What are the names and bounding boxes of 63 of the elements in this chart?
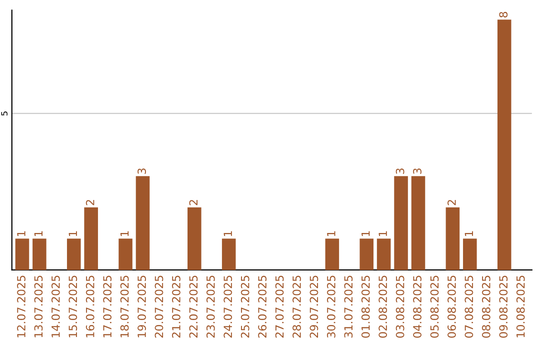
bar — [15, 238, 30, 270]
x-tick-label: 09.08.2025 — [499, 276, 508, 338]
data-label: 1 — [17, 231, 26, 236]
bar — [376, 238, 391, 270]
x-tick-label: 21.07.2025 — [172, 276, 180, 338]
bar — [32, 238, 46, 270]
bar — [136, 176, 150, 270]
x-tick-label: 13.07.2025 — [34, 276, 43, 338]
x-tick-label: 17.07.2025 — [103, 276, 112, 338]
bar — [463, 238, 477, 270]
x-tick-label: 15.07.2025 — [68, 276, 78, 338]
x-tick-label: 28.07.2025 — [292, 276, 301, 338]
data-label: 1 — [34, 231, 42, 236]
data-label: 8 — [499, 12, 508, 18]
data-label: 1 — [362, 231, 370, 236]
data-label: 1 — [224, 231, 232, 236]
x-tick-label: 19.07.2025 — [138, 276, 146, 338]
bar — [497, 20, 512, 270]
x-tick-label: 04.08.2025 — [413, 276, 422, 338]
y-tick-label: 5 — [1, 112, 8, 116]
data-label: 1 — [120, 231, 129, 236]
x-tick-label: 06.08.2025 — [448, 276, 456, 338]
x-tick-label: 26.07.2025 — [258, 276, 267, 338]
x-tick-label: 27.07.2025 — [275, 276, 284, 338]
data-label: 1 — [464, 231, 473, 236]
x-tick-label: 22.07.2025 — [189, 276, 198, 338]
x-tick-label: 10.08.2025 — [516, 276, 525, 338]
x-tick-label: 25.07.2025 — [240, 276, 250, 338]
x-tick-label: 31.07.2025 — [344, 276, 353, 338]
bar — [188, 207, 202, 270]
data-label: 2 — [86, 200, 94, 206]
x-tick-label: 12.07.2025 — [17, 276, 26, 338]
x-tick-label: 03.08.2025 — [396, 276, 404, 338]
x-tick-label: 29.07.2025 — [310, 276, 318, 338]
x-tick-label: 30.07.2025 — [326, 276, 336, 338]
bar — [411, 176, 426, 270]
x-tick-label: 02.08.2025 — [378, 276, 388, 338]
x-tick-label: 01.08.2025 — [361, 276, 370, 338]
data-label: 1 — [378, 231, 387, 236]
data-label: 2 — [189, 200, 198, 206]
x-tick-label: 20.07.2025 — [154, 276, 164, 338]
x-tick-label: 08.08.2025 — [482, 276, 490, 338]
bar — [446, 207, 460, 270]
bar — [66, 238, 81, 270]
x-tick-label: 05.08.2025 — [430, 276, 439, 338]
x-tick-label: 16.07.2025 — [86, 276, 94, 338]
data-label: 3 — [413, 168, 422, 174]
data-label: 3 — [138, 168, 146, 174]
bar — [360, 238, 374, 270]
bar — [118, 238, 132, 270]
data-label: 1 — [68, 231, 77, 236]
bar — [394, 176, 408, 270]
bar — [84, 207, 98, 270]
x-tick-label: 24.07.2025 — [224, 276, 232, 338]
data-label: 1 — [327, 231, 336, 236]
data-label: 2 — [448, 200, 456, 206]
x-tick-label: 07.08.2025 — [464, 276, 474, 338]
bar — [325, 238, 340, 270]
data-label: 3 — [396, 168, 404, 174]
x-tick-label: 18.07.2025 — [120, 276, 129, 338]
x-tick-label: 14.07.2025 — [51, 276, 60, 338]
x-tick-label: 23.07.2025 — [206, 276, 215, 338]
bar — [222, 238, 236, 270]
